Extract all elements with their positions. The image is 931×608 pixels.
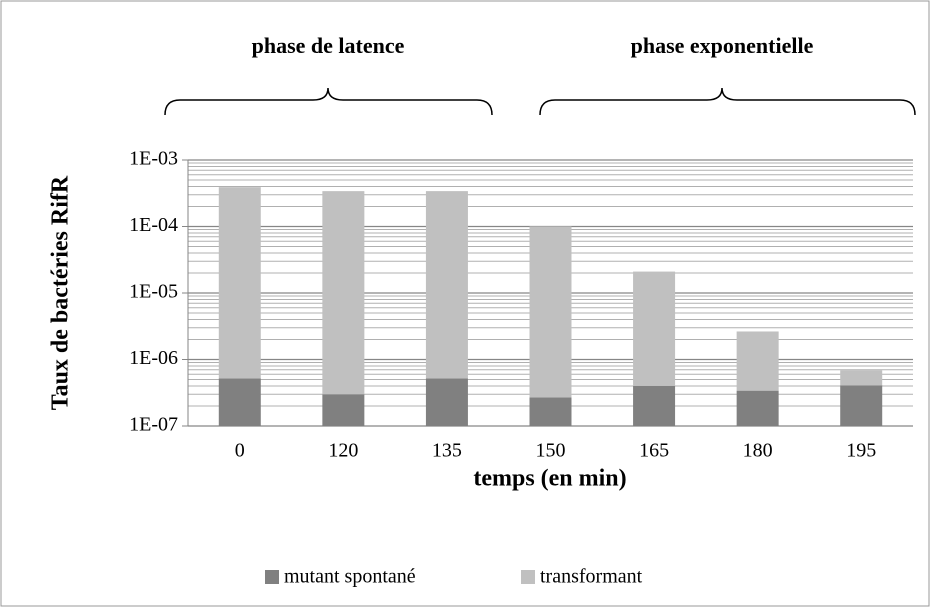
y-tick-label: 1E-05 bbox=[129, 281, 178, 303]
bar-segment bbox=[322, 191, 365, 395]
legend-label: mutant spontané bbox=[284, 566, 416, 588]
x-tick-label: 135 bbox=[432, 440, 462, 462]
y-tick-label: 1E-03 bbox=[129, 148, 178, 170]
annotation: phase exponentielle bbox=[631, 33, 814, 58]
bar-segment bbox=[840, 370, 883, 386]
legend-swatch bbox=[265, 570, 279, 584]
y-tick-label: 1E-04 bbox=[129, 214, 178, 236]
legend-swatch bbox=[521, 570, 535, 584]
legend-label: transformant bbox=[540, 566, 643, 588]
y-tick-label: 1E-07 bbox=[129, 414, 178, 436]
bar-segment bbox=[322, 394, 365, 426]
x-tick-label: 195 bbox=[846, 440, 876, 462]
x-axis-title: temps (en min) bbox=[473, 466, 626, 492]
bar-segment bbox=[425, 378, 468, 426]
bar-segment bbox=[736, 331, 779, 391]
brace bbox=[164, 87, 493, 116]
bar-segment bbox=[529, 397, 572, 426]
x-tick-label: 150 bbox=[536, 440, 566, 462]
bar-segment bbox=[633, 271, 676, 386]
y-tick-label: 1E-06 bbox=[129, 347, 178, 369]
x-tick-label: 0 bbox=[235, 440, 245, 462]
bar-segment bbox=[736, 390, 779, 426]
x-tick-label: 180 bbox=[743, 440, 773, 462]
brace bbox=[539, 87, 916, 116]
x-tick-label: 165 bbox=[639, 440, 669, 462]
bar-segment bbox=[218, 378, 261, 426]
bar-segment bbox=[529, 226, 572, 398]
x-tick-label: 120 bbox=[328, 440, 358, 462]
bar-segment bbox=[840, 385, 883, 426]
bar-segment bbox=[633, 385, 676, 426]
y-axis-title: Taux de bactéries RifR bbox=[48, 175, 74, 410]
bar-segment bbox=[425, 191, 468, 379]
bar-segment bbox=[218, 187, 261, 379]
annotation: phase de latence bbox=[252, 33, 405, 58]
